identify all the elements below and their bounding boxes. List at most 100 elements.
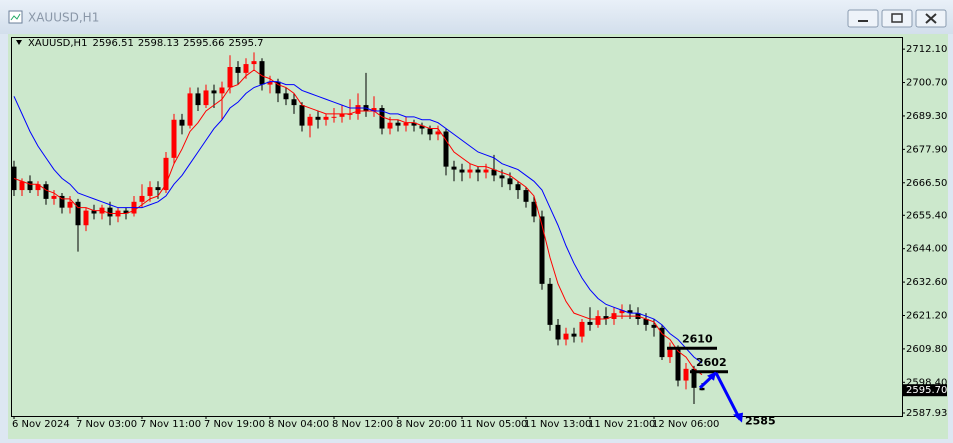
candle-body: [283, 93, 289, 100]
target-label: 2585: [745, 415, 776, 428]
candle-body: [107, 207, 113, 217]
candle-body: [555, 324, 561, 340]
current-price-label: 2595.70: [906, 385, 947, 396]
candle-body: [307, 116, 313, 126]
maximize-button[interactable]: [881, 9, 913, 28]
candle-body: [211, 90, 217, 94]
candle-body: [91, 210, 97, 214]
candle-body: [451, 166, 457, 170]
arrowhead: [707, 371, 716, 381]
candle-body: [155, 187, 161, 191]
candle-body: [587, 321, 593, 325]
candle-body: [459, 169, 465, 173]
candle-body: [171, 119, 177, 158]
candle-body: [571, 333, 577, 337]
x-tick-label: 11 Nov 21:00: [588, 419, 655, 430]
low-value: 2595.66: [183, 38, 224, 49]
candle-body: [195, 93, 201, 106]
y-tick-label: 2712.10: [906, 44, 947, 55]
candle-body: [291, 99, 297, 106]
minimize-button[interactable]: [847, 9, 879, 28]
candle-body: [355, 105, 361, 114]
level-label: 2602: [696, 356, 727, 369]
candle-body: [659, 327, 665, 358]
x-tick-label: 8 Nov 12:00: [332, 419, 393, 430]
plot-border: [11, 37, 903, 417]
candle-body: [387, 122, 393, 129]
title-bar: [0, 0, 953, 34]
y-tick-label: 2644.00: [906, 244, 947, 255]
arrowhead: [733, 412, 743, 423]
chart-menu-triangle[interactable]: [16, 40, 22, 45]
candle-body: [467, 169, 473, 173]
high-value: 2598.13: [138, 38, 179, 49]
candle-body: [627, 310, 633, 314]
candle-body: [203, 90, 209, 106]
candle-body: [427, 128, 433, 135]
y-tick-label: 2689.30: [906, 111, 947, 122]
candle-body: [523, 190, 529, 202]
maximize-icon: [891, 13, 903, 23]
candle-body: [267, 81, 273, 85]
x-tick-label: 12 Nov 06:00: [652, 419, 719, 430]
candle-body: [27, 181, 33, 191]
chart-background: [8, 34, 948, 439]
candle-body: [75, 201, 81, 226]
moving-average-line: [13, 81, 703, 364]
y-tick-label: 2621.20: [906, 310, 947, 321]
candle-body: [491, 169, 497, 176]
x-tick-label: 7 Nov 03:00: [76, 419, 137, 430]
candle-body: [411, 122, 417, 126]
candle-body: [123, 210, 129, 214]
window-icon-graph: [10, 13, 21, 21]
candle-body: [699, 387, 705, 391]
level-label: 2610: [682, 332, 713, 345]
y-tick-label: 2598.40: [906, 377, 947, 388]
candle-body: [619, 310, 625, 314]
x-tick-label: 8 Nov 20:00: [396, 419, 457, 430]
y-tick-label: 2632.60: [906, 277, 947, 288]
candle-body: [251, 61, 257, 65]
candle-body: [227, 67, 233, 88]
window-buttons: [847, 9, 947, 28]
candle-body: [539, 216, 545, 284]
moving-average-line: [13, 69, 703, 376]
candle-body: [43, 184, 49, 199]
plot: [11, 52, 705, 404]
candle-body: [547, 283, 553, 325]
candle-body: [667, 348, 673, 358]
candle-body: [147, 187, 153, 196]
candle-body: [67, 201, 73, 208]
x-tick-label: 11 Nov 13:00: [524, 419, 591, 430]
projection-arrow-down: [714, 372, 742, 421]
y-tick-label: 2677.90: [906, 144, 947, 155]
candle-body: [395, 122, 401, 126]
candle-body: [379, 108, 385, 129]
x-tick-label: 7 Nov 11:00: [140, 419, 201, 430]
candle-body: [187, 93, 193, 126]
candle-body: [315, 116, 321, 120]
candle-body: [323, 116, 329, 120]
candle-body: [299, 105, 305, 126]
candle-body: [35, 184, 41, 191]
y-tick-label: 2700.70: [906, 78, 947, 89]
candle-body: [331, 116, 337, 118]
candle-body: [531, 201, 537, 217]
y-tick-label: 2666.50: [906, 178, 947, 189]
candle-body: [371, 108, 377, 111]
x-tick-label: 11 Nov 05:00: [460, 419, 527, 430]
current-price-box: [903, 384, 947, 397]
candle-body: [19, 181, 25, 191]
candle-body: [51, 195, 57, 199]
open-value: 2596.51: [92, 38, 133, 49]
candle-body: [275, 81, 281, 94]
candle-body: [499, 175, 505, 179]
x-tick-label: 7 Nov 19:00: [204, 419, 265, 430]
candle-body: [219, 87, 225, 94]
candle-body: [483, 169, 489, 173]
candle-body: [163, 157, 169, 191]
candle-body: [515, 184, 521, 191]
candle-body: [651, 324, 657, 328]
x-tick-label: 6 Nov 2024: [12, 419, 70, 430]
